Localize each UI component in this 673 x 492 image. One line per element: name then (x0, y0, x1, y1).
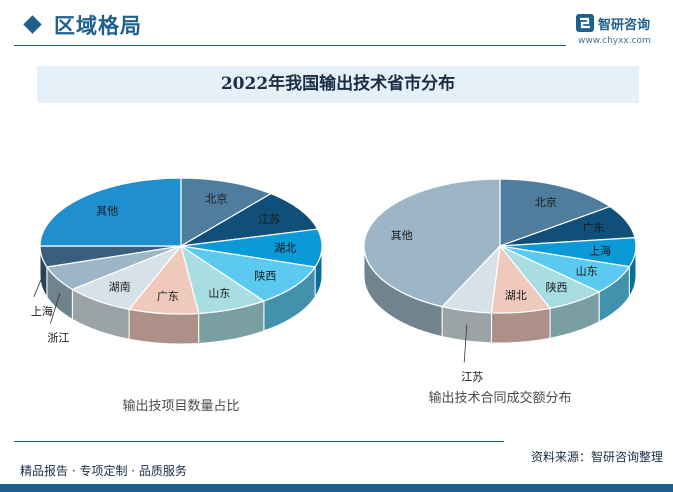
chart-title: 2022年我国输出技术省市分布 (220, 74, 456, 94)
brand-logo-icon (576, 14, 594, 32)
page-header: 区域格局 智研咨询 www.chyxx.com (0, 0, 673, 50)
slice-label-陕西: 陕西 (546, 280, 568, 294)
title-band: 2022年我国输出技术省市分布 (37, 66, 639, 103)
pie-slice-其他 (363, 178, 501, 308)
slice-label-山东: 山东 (208, 287, 230, 300)
slice-label-北京: 北京 (535, 195, 557, 209)
footer-tagline: 精品报告 · 专项定制 · 品质服务 (20, 464, 187, 478)
slice-label-其他: 其他 (391, 229, 413, 242)
leader-line-浙江 (50, 292, 61, 324)
section-title: 区域格局 (54, 14, 142, 38)
slice-label-广东: 广东 (583, 222, 605, 235)
footer-source: 资料来源：智研咨询整理 (530, 450, 663, 464)
pie-slice-北京 (180, 177, 273, 248)
brand-name: 智研咨询 (598, 18, 651, 33)
slice-label-山东: 山东 (576, 265, 598, 278)
chart-caption: 输出技项目数量占比 (122, 398, 239, 414)
slice-label-其他: 其他 (96, 204, 118, 217)
brand-url: www.chyxx.com (578, 36, 651, 46)
pie-slice-湖北 (180, 228, 323, 268)
footer-bar (0, 484, 673, 492)
slice-label-江苏: 江苏 (258, 213, 280, 226)
slice-label-湖北: 湖北 (274, 242, 296, 255)
slice-label-上海: 上海 (589, 244, 611, 258)
chart-caption: 输出技术合同成交额分布 (428, 390, 571, 406)
pie-slice-其他 (39, 177, 182, 247)
header-divider (14, 45, 566, 46)
slice-label-广东: 广东 (157, 290, 179, 303)
slice-label-江苏: 江苏 (461, 370, 483, 383)
pie-slice-陕西 (180, 245, 317, 302)
slice-label-上海: 上海 (31, 304, 53, 318)
pie-slice-北京 (499, 178, 612, 247)
footer-divider (14, 441, 504, 442)
leader-line-江苏 (463, 324, 468, 363)
slice-label-浙江: 浙江 (47, 332, 69, 345)
slice-label-湖北: 湖北 (505, 289, 527, 302)
slice-label-湖南: 湖南 (109, 281, 131, 294)
slice-label-北京: 北京 (205, 192, 227, 206)
slice-label-陕西: 陕西 (254, 269, 276, 283)
leader-line-上海 (33, 271, 45, 297)
